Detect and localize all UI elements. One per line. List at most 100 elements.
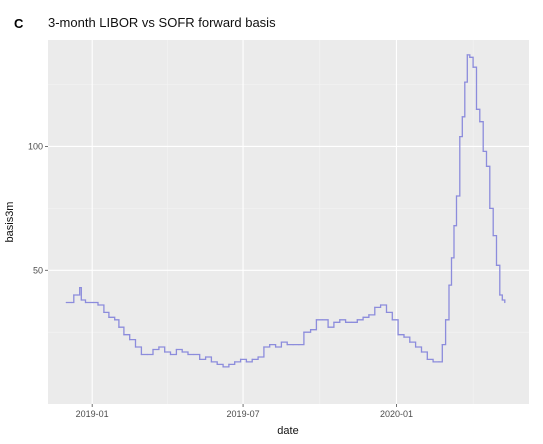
- data-point: [472, 66, 474, 68]
- data-point: [118, 326, 120, 328]
- data-point: [333, 321, 335, 323]
- data-point: [245, 361, 247, 363]
- data-point: [504, 301, 506, 304]
- data-point: [187, 353, 189, 356]
- data-point: [292, 344, 294, 346]
- data-point: [441, 344, 443, 346]
- data-point: [103, 311, 105, 313]
- data-point: [356, 319, 358, 321]
- data-point: [129, 339, 131, 341]
- data-point: [79, 287, 81, 289]
- data-point: [286, 344, 288, 346]
- data-point: [499, 294, 501, 296]
- data-point: [362, 316, 364, 318]
- data-point: [479, 121, 481, 123]
- data-point: [140, 353, 142, 356]
- data-point: [97, 304, 99, 306]
- data-point: [80, 299, 82, 301]
- data-point: [495, 264, 498, 266]
- x-tick-label: 2019-07: [227, 409, 260, 419]
- data-point: [251, 358, 253, 360]
- data-point: [234, 361, 236, 363]
- data-point: [114, 319, 116, 321]
- data-point: [73, 294, 75, 296]
- data-point: [263, 346, 265, 348]
- data-point: [482, 150, 484, 152]
- data-point: [350, 321, 352, 323]
- data-point: [438, 361, 440, 363]
- data-point: [84, 301, 87, 304]
- data-point: [485, 165, 488, 167]
- data-point: [432, 361, 434, 363]
- x-axis-title: date: [277, 425, 298, 437]
- data-point: [455, 195, 458, 197]
- data-point: [315, 319, 317, 321]
- data-point: [459, 136, 461, 138]
- data-point: [368, 314, 370, 316]
- data-point: [339, 319, 341, 321]
- data-point: [380, 304, 382, 306]
- data-point: [210, 361, 212, 363]
- data-point: [420, 351, 423, 353]
- data-point: [228, 363, 230, 365]
- data-point: [123, 334, 125, 336]
- data-point: [464, 81, 466, 83]
- data-point: [269, 344, 271, 346]
- data-point: [450, 257, 453, 259]
- data-point: [298, 344, 300, 346]
- data-point: [257, 356, 259, 358]
- data-point: [426, 358, 428, 360]
- data-point: [222, 366, 224, 368]
- data-point: [193, 353, 195, 356]
- data-point: [469, 56, 471, 58]
- data-point: [501, 299, 503, 301]
- data-point: [169, 353, 172, 356]
- axis-ticks: 50 100 2019-01 2019-07 2020-01: [28, 141, 413, 419]
- data-point: [310, 329, 312, 331]
- data-point: [65, 301, 67, 304]
- data-point: [152, 348, 154, 351]
- data-point: [303, 331, 305, 333]
- data-point: [415, 346, 417, 348]
- plot-panel: [48, 40, 529, 404]
- data-point: [216, 363, 218, 365]
- data-point: [448, 284, 450, 286]
- y-tick-label: 100: [28, 141, 43, 151]
- x-tick-label: 2020-01: [380, 409, 413, 419]
- x-tick-label: 2019-01: [76, 409, 109, 419]
- data-point: [397, 334, 399, 336]
- data-point: [345, 321, 347, 323]
- minor-gridlines: [48, 40, 529, 404]
- data-point: [385, 311, 388, 313]
- data-point: [445, 319, 447, 321]
- data-point: [466, 54, 468, 56]
- series-layer: [65, 54, 506, 368]
- data-point: [409, 341, 411, 343]
- data-point: [164, 351, 166, 353]
- y-tick-label: 50: [33, 265, 43, 275]
- data-point: [146, 353, 148, 356]
- data-point: [240, 358, 242, 360]
- y-axis-title: basis3m: [4, 202, 16, 243]
- data-point: [108, 316, 110, 318]
- data-point: [461, 116, 463, 118]
- data-point: [70, 301, 72, 304]
- panel-letter: C: [14, 16, 24, 31]
- chart-title: 3-month LIBOR vs SOFR forward basis: [48, 15, 276, 30]
- data-point: [76, 294, 78, 296]
- data-point: [489, 207, 491, 209]
- data-point: [181, 351, 183, 353]
- data-point: [391, 319, 393, 321]
- data-point: [403, 336, 405, 338]
- data-point: [475, 108, 478, 110]
- data-point: [321, 319, 323, 321]
- data-point: [205, 356, 207, 358]
- data-point: [158, 346, 160, 348]
- data-point: [327, 326, 329, 328]
- major-gridlines: [48, 40, 529, 404]
- data-point: [199, 358, 201, 360]
- data-point: [92, 301, 94, 304]
- data-point: [175, 348, 177, 351]
- data-point: [374, 306, 376, 308]
